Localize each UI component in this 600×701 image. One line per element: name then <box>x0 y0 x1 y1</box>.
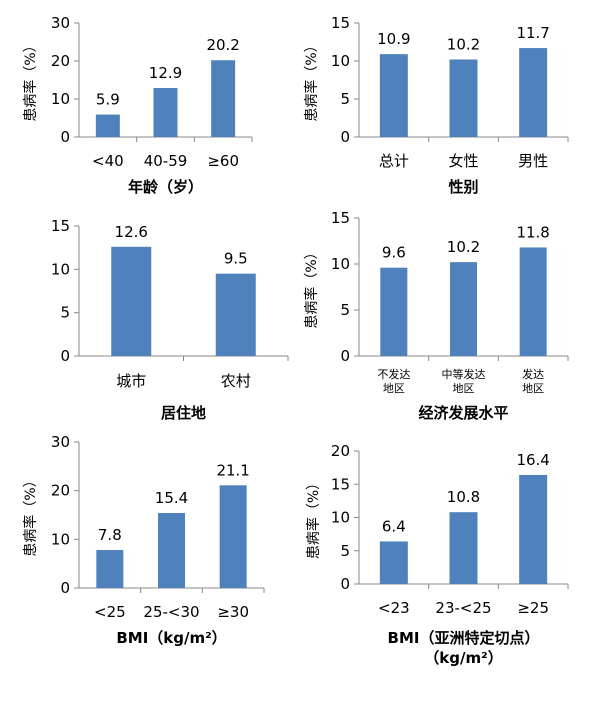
y-axis-label: 患病率（%） <box>305 476 322 559</box>
bar <box>379 541 408 584</box>
y-tick-label: 15 <box>331 14 350 32</box>
bar <box>96 550 124 588</box>
category-label: 23-<25 <box>435 599 491 617</box>
y-tick-label: 0 <box>60 579 70 597</box>
y-tick-label: 0 <box>60 347 70 365</box>
bar <box>449 512 478 584</box>
bar-value-label: 21.1 <box>216 461 249 479</box>
y-tick-label: 20 <box>331 442 350 460</box>
x-axis-title: BMI（kg/m²） <box>116 629 226 647</box>
y-tick-label: 30 <box>51 14 70 32</box>
bar <box>111 246 152 356</box>
y-tick-label: 5 <box>60 304 70 322</box>
bar-value-label: 9.6 <box>382 244 406 262</box>
category-label: <40 <box>92 152 124 170</box>
category-label: 男性 <box>518 152 548 170</box>
category-label: 25-<30 <box>143 603 199 621</box>
category-label: 40-59 <box>144 152 188 170</box>
y-tick-label: 10 <box>51 90 70 108</box>
y-tick-label: 0 <box>340 128 350 146</box>
category-label: ≥25 <box>517 599 549 617</box>
bar-value-label: 10.8 <box>447 488 480 506</box>
bar-value-label: 16.4 <box>516 451 549 469</box>
category-label: 总计 <box>379 152 409 170</box>
bar <box>519 474 548 584</box>
bar-value-label: 7.8 <box>98 526 122 544</box>
bar-value-label: 10.2 <box>447 35 480 53</box>
bar <box>215 273 256 356</box>
chart-1: 0 10 20 30 5.9 <40 12.9 40-59 20.2 ≥60 患病率（%） 年龄（岁） <box>22 14 253 196</box>
y-tick-label: 0 <box>340 347 350 365</box>
y-axis-label: 患病率（%） <box>303 38 320 121</box>
bar <box>450 262 477 356</box>
y-tick-label: 5 <box>340 90 350 108</box>
y-tick-label: 30 <box>51 433 70 451</box>
bar <box>449 59 478 138</box>
category-label: 城市 <box>116 372 146 390</box>
y-tick-label: 15 <box>331 475 350 493</box>
category-label: 不发达地区 <box>377 367 410 395</box>
bar-value-label: 12.9 <box>149 64 182 82</box>
bar-value-label: 9.5 <box>224 250 248 268</box>
bar-value-label: 11.8 <box>516 223 549 241</box>
x-axis-title: 年龄（岁） <box>128 178 203 196</box>
chart-5: 0 10 20 30 7.8 <25 15.4 25-<30 21.1 ≥30 患病率（%） BMI（… <box>22 433 265 647</box>
bar <box>519 247 547 356</box>
y-axis-label: 患病率（%） <box>22 473 39 556</box>
category-label: 女性 <box>448 152 478 170</box>
category-label: 发达地区 <box>522 367 544 395</box>
y-tick-label: 10 <box>51 260 70 278</box>
y-axis-label: 患病率（%） <box>303 245 320 328</box>
y-axis-label: 患病率（%） <box>22 38 39 121</box>
bar <box>95 114 120 137</box>
bar <box>380 267 408 356</box>
y-tick-label: 10 <box>331 255 350 273</box>
bar <box>219 485 247 588</box>
bar-value-label: 6.4 <box>382 517 406 535</box>
y-tick-label: 20 <box>51 52 70 70</box>
y-tick-label: 15 <box>331 209 350 227</box>
y-tick-label: 10 <box>331 509 350 527</box>
category-label: 农村 <box>221 372 251 390</box>
bar-value-label: 20.2 <box>206 36 239 54</box>
x-axis-title: 性别 <box>448 178 478 196</box>
bar <box>211 60 236 137</box>
chart-4: 0 5 10 15 9.6 不发达地区 10.2 中等发达地区 11.8 发达地区 患病率（%） 经济… <box>303 209 569 422</box>
x-axis-title: 居住地 <box>161 404 206 422</box>
y-tick-label: 0 <box>60 128 70 146</box>
x-axis-title: BMI（亚洲特定切点）（kg/m²） <box>388 629 540 667</box>
bar-value-label: 10.2 <box>447 238 480 256</box>
y-tick-label: 0 <box>340 575 350 593</box>
bar <box>153 87 178 137</box>
bar <box>379 54 408 137</box>
y-tick-label: 5 <box>340 542 350 560</box>
bar <box>519 48 548 137</box>
bar <box>158 513 185 588</box>
y-tick-label: 5 <box>340 301 350 319</box>
category-label: ≥60 <box>207 152 239 170</box>
category-label: ≥30 <box>217 603 249 621</box>
category-label: <25 <box>94 603 126 621</box>
category-label: <23 <box>378 599 410 617</box>
chart-6: 0 5 10 15 20 6.4 <23 10.8 23-<25 16.4 ≥25 患病率（%） BMI… <box>305 442 569 667</box>
x-axis-title: 经济发展水平 <box>418 404 508 422</box>
bar-value-label: 5.9 <box>96 91 120 109</box>
bar-value-label: 10.9 <box>377 30 410 48</box>
y-tick-label: 10 <box>331 52 350 70</box>
y-tick-label: 15 <box>51 217 70 235</box>
chart-2: 0 5 10 15 10.9 总计 10.2 女性 11.7 男性 患病率（%） 性别 <box>303 14 569 196</box>
y-tick-label: 10 <box>51 530 70 548</box>
bar-value-label: 15.4 <box>155 489 188 507</box>
category-label: 中等发达地区 <box>442 367 486 395</box>
bar-value-label: 11.7 <box>516 24 549 42</box>
bar-value-label: 12.6 <box>115 223 148 241</box>
y-tick-label: 20 <box>51 482 70 500</box>
